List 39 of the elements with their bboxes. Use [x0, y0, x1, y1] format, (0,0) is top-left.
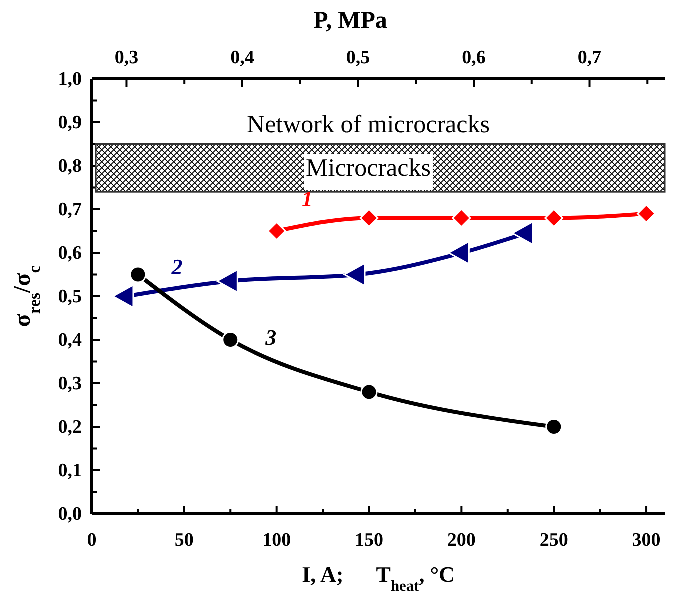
series-label: 3 — [264, 325, 277, 350]
point — [268, 222, 286, 240]
x2-tick-label: 0,5 — [346, 47, 370, 68]
point — [452, 209, 471, 228]
x-tick-label: 250 — [540, 530, 568, 551]
y-tick-label: 0,6 — [58, 243, 82, 264]
y-tick-label: 0,8 — [58, 156, 82, 178]
y-tick-label: 1,0 — [58, 69, 82, 90]
x-axis-title: I, A; T$_{heat}$, °C — [302, 562, 455, 591]
point — [222, 332, 240, 348]
x-tick-label: 100 — [262, 530, 292, 551]
x-tick-label: 150 — [355, 530, 384, 551]
x2-tick-label: 0,3 — [114, 47, 139, 68]
y-tick-label: 0,1 — [58, 460, 82, 482]
annotation: Network of microcracks — [247, 112, 490, 138]
y-tick-label: 0,7 — [58, 200, 82, 221]
y-tick-label: 0,4 — [58, 330, 82, 352]
y-tick-label: 0,0 — [58, 504, 82, 526]
y-tick-label: 0,2 — [58, 417, 82, 438]
point — [130, 266, 147, 284]
x-tick-label: 0 — [87, 530, 97, 551]
series-label: 1 — [302, 186, 313, 212]
y-tick-label: 0,9 — [58, 112, 82, 134]
point — [546, 418, 563, 436]
point — [360, 384, 378, 401]
x-tick-label: 50 — [174, 530, 194, 551]
x-tick-label: 200 — [447, 530, 476, 551]
x2-tick-label: 0,7 — [578, 47, 602, 68]
point — [360, 209, 378, 228]
band-label: Microcracks — [306, 155, 431, 182]
point — [637, 204, 656, 224]
point — [544, 209, 564, 228]
y-tick-label: 0,3 — [58, 374, 82, 395]
x2-tick-label: 0,6 — [462, 47, 486, 68]
x-tick-label: 300 — [632, 530, 661, 551]
x2-tick-label: 0,4 — [230, 47, 255, 68]
x2-axis-title: P, MPa — [314, 8, 388, 34]
y-tick-label: 0,5 — [58, 286, 82, 308]
series-label: 2 — [170, 254, 183, 280]
